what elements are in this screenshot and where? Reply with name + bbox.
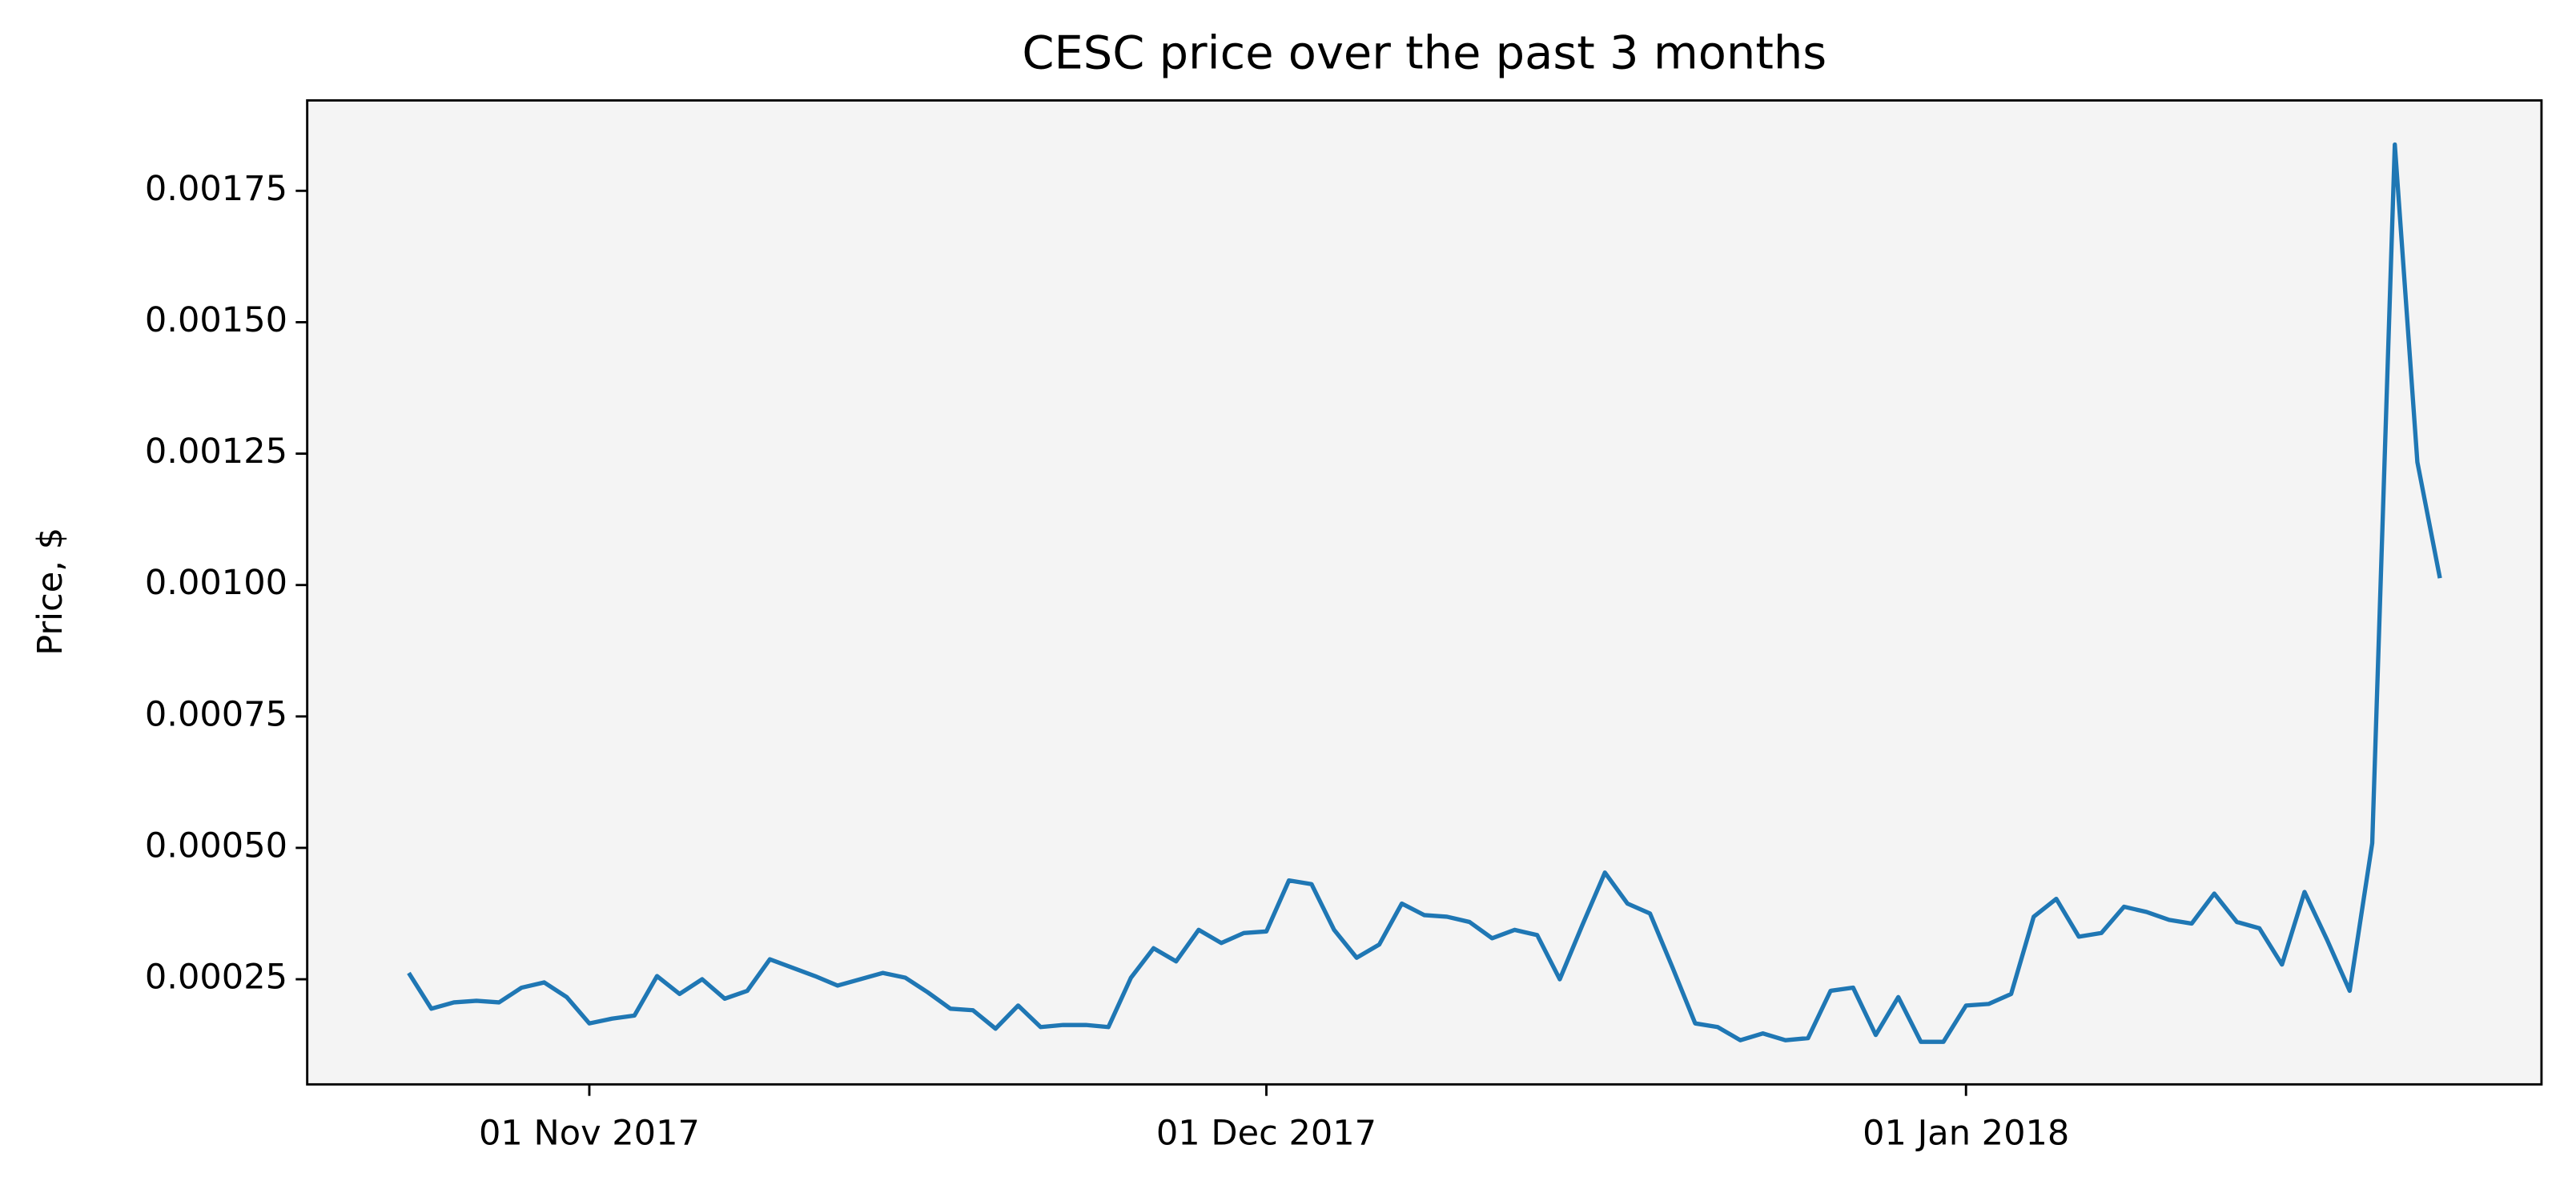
x-tick-label: 01 Jan 2018 xyxy=(1863,1113,2069,1153)
price-line xyxy=(407,142,2442,1044)
chart-title: CESC price over the past 3 months xyxy=(1022,26,1827,80)
plot-frame xyxy=(306,98,2543,1086)
y-tick-label: 0.00125 xyxy=(145,432,287,472)
y-tick-label: 0.00075 xyxy=(145,694,287,734)
y-tick-label: 0.00050 xyxy=(145,825,287,866)
y-tick-label: 0.00100 xyxy=(145,563,287,603)
x-tick-label: 01 Dec 2017 xyxy=(1156,1113,1376,1153)
x-tick-label: 01 Nov 2017 xyxy=(479,1113,700,1153)
y-tick-label: 0.00025 xyxy=(145,958,287,998)
y-axis-label: Price, $ xyxy=(30,528,70,656)
y-tick-label: 0.00150 xyxy=(145,300,287,340)
y-tick-label: 0.00175 xyxy=(145,169,287,209)
plot-area xyxy=(307,100,2542,1085)
